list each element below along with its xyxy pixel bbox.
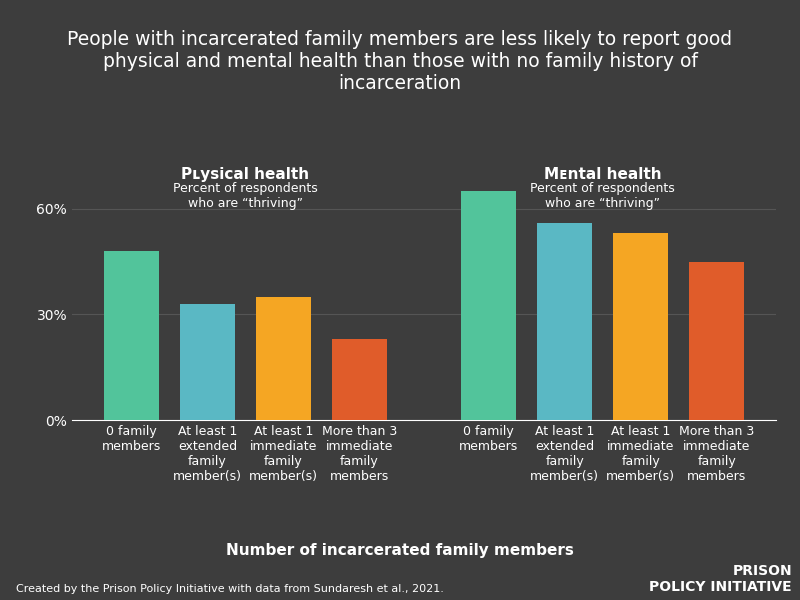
Bar — [256, 297, 310, 420]
Bar — [690, 262, 744, 420]
Text: Mᴇntal health: Mᴇntal health — [544, 167, 662, 182]
Text: Percent of respondents
who are “thriving”: Percent of respondents who are “thriving… — [530, 182, 675, 211]
Bar — [180, 304, 234, 420]
Text: Percent of respondents
who are “thriving”: Percent of respondents who are “thriving… — [173, 182, 318, 211]
Text: Number of incarcerated family members: Number of incarcerated family members — [226, 543, 574, 558]
Bar — [462, 191, 516, 420]
Text: Created by the Prison Policy Initiative with data from Sundaresh et al., 2021.: Created by the Prison Policy Initiative … — [16, 584, 444, 594]
Bar — [332, 339, 386, 420]
Text: Pʟysical health: Pʟysical health — [182, 167, 310, 182]
Text: People with incarcerated family members are less likely to report good
physical : People with incarcerated family members … — [67, 30, 733, 93]
Text: PRISON
POLICY INITIATIVE: PRISON POLICY INITIATIVE — [650, 564, 792, 594]
Bar — [538, 223, 592, 420]
Bar — [614, 233, 668, 420]
Bar — [104, 251, 158, 420]
